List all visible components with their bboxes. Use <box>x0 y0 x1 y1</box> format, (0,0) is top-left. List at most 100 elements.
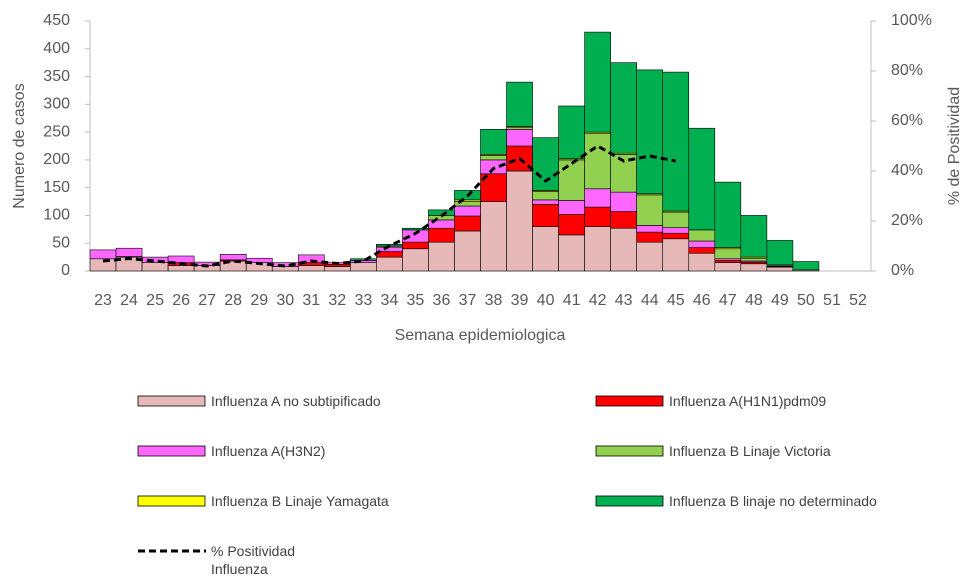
bar-segment <box>532 199 559 205</box>
legend-item: Influenza A(H1N1)pdm09 <box>595 392 826 410</box>
bar-segment <box>636 241 664 272</box>
bar-segment <box>323 266 351 272</box>
bar-segment <box>636 69 664 195</box>
y-tick-label: 350 <box>43 68 70 85</box>
x-tick-label: 50 <box>797 292 815 309</box>
bar-segment <box>454 205 481 217</box>
legend-swatch <box>137 445 206 457</box>
legend-item: Influenza A no subtipificado <box>137 392 381 410</box>
legend-item: % Positividad Influenza <box>137 542 336 578</box>
bar-segment <box>506 170 533 272</box>
legend-item: Influenza B Linaje Victoria <box>595 442 831 460</box>
legend-swatch <box>595 495 664 507</box>
legend-label: Influenza A(H3N2) <box>211 443 326 459</box>
y-tick-label: 150 <box>43 179 70 196</box>
x-tick-label: 35 <box>407 292 425 309</box>
legend-swatch <box>595 445 664 457</box>
y-tick-label: 0 <box>61 262 70 279</box>
bar-segment <box>662 232 690 240</box>
bar-segment <box>454 230 481 272</box>
bar-segment <box>428 241 455 272</box>
legend-box <box>137 495 206 507</box>
line-series <box>102 144 677 268</box>
legend-label: % Positividad Influenza <box>211 543 296 577</box>
y-tick-label: 450 <box>43 12 70 29</box>
x-tick-label: 32 <box>328 292 346 309</box>
bar-segment <box>558 234 585 272</box>
bar-segment <box>610 211 638 229</box>
x-tick-label: 48 <box>745 292 763 309</box>
x-tick-label: 41 <box>563 292 581 309</box>
y-tick-label: 300 <box>43 96 70 113</box>
bar-segment <box>584 206 611 227</box>
bar-segment <box>297 265 325 272</box>
legend-item: Influenza B Linaje Yamagata <box>137 492 389 510</box>
bar-segment <box>688 252 716 272</box>
x-tick-label: 45 <box>667 292 685 309</box>
bar-segment <box>89 249 117 260</box>
x-axis-title: Semana epidemiologica <box>395 327 566 344</box>
x-tick-label: 49 <box>771 292 789 309</box>
x-tick-label: 28 <box>224 292 242 309</box>
legend-swatch <box>137 395 206 407</box>
bar-segment <box>115 247 143 257</box>
y2-tick-label: 60% <box>891 112 923 129</box>
x-tick-label: 38 <box>485 292 503 309</box>
y-tick-label: 400 <box>43 40 70 57</box>
bar-segment <box>141 262 169 272</box>
bar-segment <box>532 191 559 201</box>
bar-segment <box>167 265 195 272</box>
x-tick-label: 46 <box>693 292 711 309</box>
bar-segment <box>610 227 638 272</box>
y-tick-label: 50 <box>52 234 70 251</box>
bar-segment <box>740 215 768 258</box>
bar-segment <box>402 227 429 231</box>
x-tick-label: 25 <box>146 292 164 309</box>
bar-segment <box>688 247 716 254</box>
legend-label: Influenza A no subtipificado <box>211 393 381 409</box>
bar-segment <box>558 214 585 236</box>
legend-box <box>595 395 664 407</box>
bar-segment <box>636 194 664 226</box>
x-tick-label: 43 <box>615 292 633 309</box>
legend-swatch <box>138 549 206 553</box>
y2-tick-label: 80% <box>891 62 923 79</box>
legend-box <box>595 495 664 507</box>
bar-segment <box>558 159 585 201</box>
bar-segment <box>428 227 455 243</box>
legend-swatch <box>137 495 206 507</box>
bar-segment <box>662 211 690 228</box>
bar-segment <box>662 227 690 234</box>
y2-tick-label: 40% <box>891 162 923 179</box>
bar-segment <box>714 260 742 263</box>
x-tick-label: 30 <box>276 292 294 309</box>
x-tick-label: 34 <box>380 292 398 309</box>
x-tick-label: 44 <box>641 292 659 309</box>
x-tick-label: 27 <box>198 292 216 309</box>
bar-segment <box>558 200 585 215</box>
x-tick-label: 42 <box>589 292 607 309</box>
bar-segment <box>480 129 507 155</box>
bar-segment <box>271 266 299 272</box>
legend-label: Influenza B Linaje Yamagata <box>211 493 389 509</box>
bar-segment <box>532 204 559 227</box>
bar-segment <box>740 257 768 262</box>
bar-segment <box>740 263 768 272</box>
bar-segment <box>402 241 429 250</box>
y2-axis-title: % de Positividad <box>946 87 963 205</box>
legend-box <box>137 395 206 407</box>
bar-segment <box>480 201 507 272</box>
bar-segment <box>480 159 507 175</box>
bar-segment <box>662 238 690 272</box>
bar-segment <box>610 62 638 154</box>
bar-segment <box>350 258 377 261</box>
bar-segment <box>350 262 377 272</box>
y2-tick-label: 0% <box>891 262 914 279</box>
bar-segment <box>297 254 325 263</box>
bar-segment <box>506 129 533 147</box>
bar-segment <box>584 132 611 190</box>
legend-box <box>595 445 664 457</box>
y-axis-title: Numero de casos <box>11 83 28 208</box>
